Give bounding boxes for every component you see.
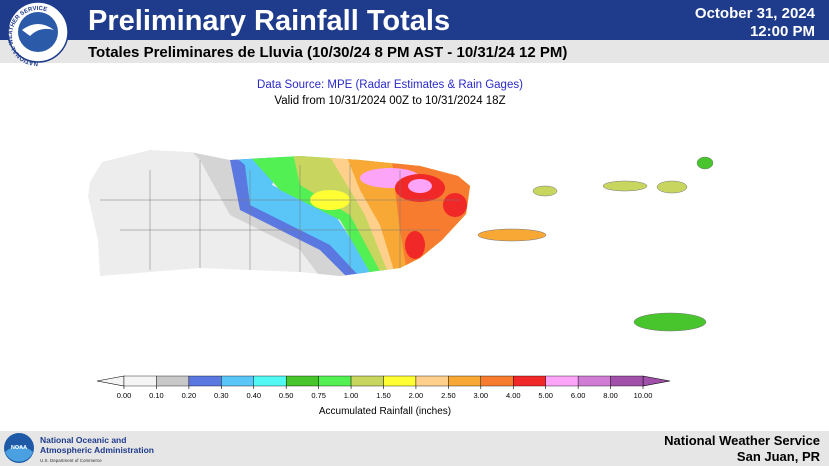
legend-label: 1.00	[344, 391, 359, 400]
legend-swatch	[350, 375, 384, 387]
legend-label: 0.20	[182, 391, 197, 400]
legend-label: 5.00	[538, 391, 553, 400]
nws-logo: NATIONAL WEATHER SERVICE	[7, 1, 69, 66]
legend-swatch	[513, 375, 546, 387]
legend-arrow-low	[96, 375, 125, 387]
header-band	[0, 0, 829, 40]
legend-swatch	[285, 375, 319, 387]
date: October 31, 2024	[695, 5, 816, 22]
legend-swatch	[188, 375, 222, 387]
tortola	[696, 156, 714, 170]
valid-time: Valid from 10/31/2024 00Z to 10/31/2024 …	[274, 95, 505, 107]
org-line3: U.S. Department of Commerce	[40, 458, 102, 463]
legend-swatch	[123, 375, 157, 387]
st-thomas	[602, 180, 648, 192]
legend-label: 6.00	[571, 391, 586, 400]
puerto-rico	[88, 150, 470, 276]
legend-title: Accumulated Rainfall (inches)	[319, 406, 451, 417]
st-croix	[633, 312, 707, 332]
title: Preliminary Rainfall Totals	[88, 5, 450, 37]
legend-label: 0.75	[311, 391, 326, 400]
legend-label: 0.30	[214, 391, 229, 400]
vieques	[477, 228, 547, 242]
time: 12:00 PM	[750, 23, 815, 40]
office: National Weather Service	[664, 433, 820, 448]
org-line2: Atmospheric Administration	[40, 445, 154, 455]
location: San Juan, PR	[737, 449, 821, 464]
subtitle: Totales Preliminares de Lluvia (10/30/24…	[88, 44, 567, 61]
legend-swatch	[156, 375, 190, 387]
legend-label: 0.40	[246, 391, 261, 400]
legend-swatch	[448, 375, 482, 387]
st-john	[656, 180, 688, 194]
noaa-logo: NOAA	[4, 433, 34, 463]
legend-label: 2.00	[409, 391, 424, 400]
legend-swatch	[318, 375, 352, 387]
legend-label: 0.10	[149, 391, 164, 400]
legend-swatch	[253, 375, 287, 387]
footer-band	[0, 431, 829, 466]
legend-label: 1.50	[376, 391, 391, 400]
legend: 0.00 0.10 0.20 0.30 0.40 0.50 0.75 1.00 1.50 2.00…	[96, 375, 671, 400]
org-line1: National Oceanic and	[40, 435, 126, 445]
data-source: Data Source: MPE (Radar Estimates & Rain…	[257, 79, 523, 91]
legend-swatch	[610, 375, 644, 387]
legend-swatch	[545, 375, 579, 387]
legend-swatch	[480, 375, 514, 387]
legend-label: 4.00	[506, 391, 521, 400]
legend-label: 0.00	[117, 391, 132, 400]
culebra	[532, 185, 558, 197]
legend-swatch	[383, 375, 417, 387]
legend-label: 10.00	[634, 391, 653, 400]
legend-label: 3.00	[474, 391, 489, 400]
legend-label: 8.00	[603, 391, 618, 400]
subtitle-band	[0, 40, 829, 63]
legend-label: 0.50	[279, 391, 294, 400]
legend-swatch	[415, 375, 449, 387]
legend-swatch	[221, 375, 254, 387]
legend-arrow-high	[642, 375, 671, 387]
legend-swatch	[577, 375, 611, 387]
noaa-text: NOAA	[11, 445, 27, 451]
legend-label: 2.50	[441, 391, 456, 400]
